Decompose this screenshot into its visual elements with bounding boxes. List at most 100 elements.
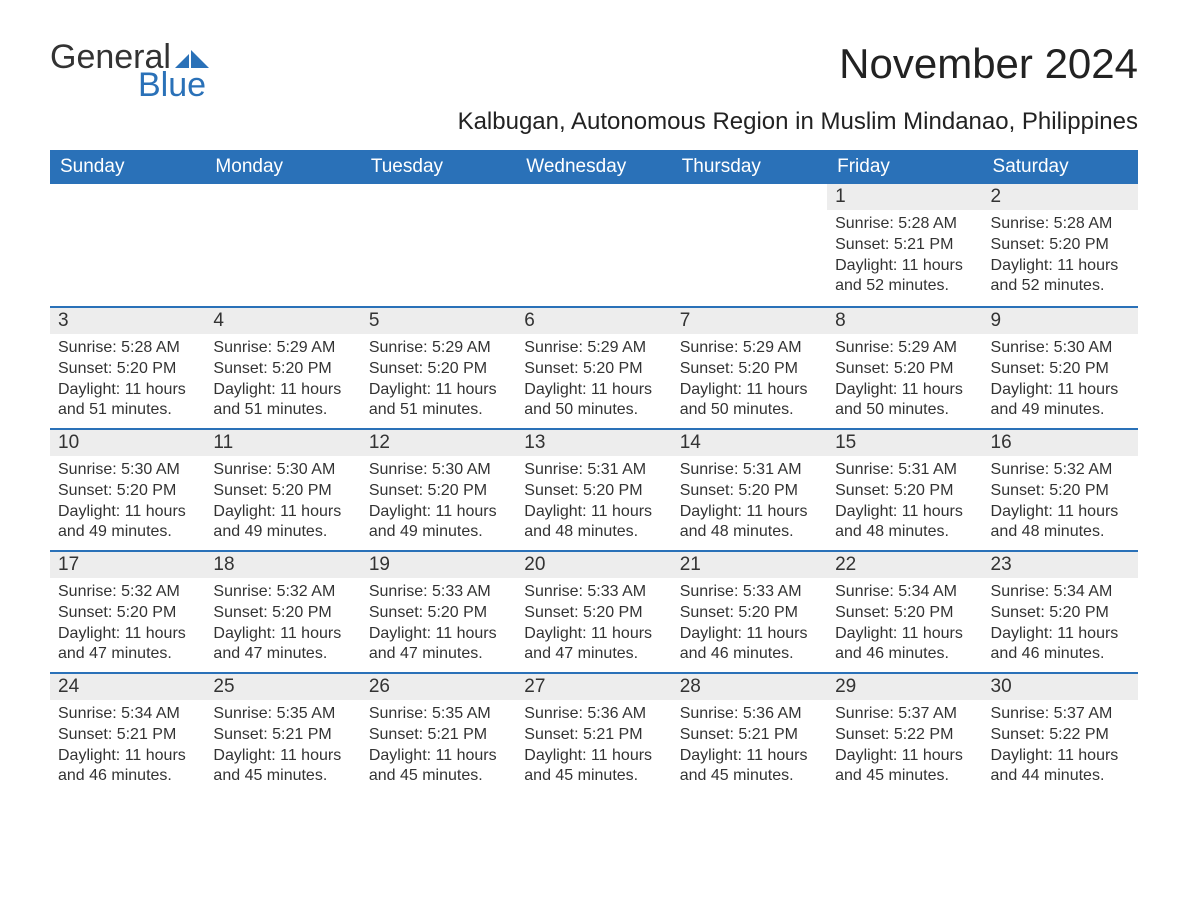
sunrise-line: Sunrise: 5:37 AM [835, 704, 974, 725]
calendar-day-cell: 12Sunrise: 5:30 AMSunset: 5:20 PMDayligh… [361, 428, 516, 550]
logo: General Blue [50, 40, 209, 102]
sunset-line: Sunset: 5:21 PM [680, 725, 819, 746]
daylight-line: Daylight: 11 hours and 46 minutes. [991, 624, 1130, 666]
sunrise-line: Sunrise: 5:32 AM [991, 460, 1130, 481]
calendar-week-row: 10Sunrise: 5:30 AMSunset: 5:20 PMDayligh… [50, 428, 1138, 550]
day-details: Sunrise: 5:29 AMSunset: 5:20 PMDaylight:… [516, 334, 671, 425]
day-number: 1 [827, 184, 982, 210]
sunrise-line: Sunrise: 5:31 AM [524, 460, 663, 481]
calendar-day-cell: 23Sunrise: 5:34 AMSunset: 5:20 PMDayligh… [983, 550, 1138, 672]
day-number: 24 [50, 672, 205, 700]
sunrise-line: Sunrise: 5:37 AM [991, 704, 1130, 725]
calendar-day-cell: 3Sunrise: 5:28 AMSunset: 5:20 PMDaylight… [50, 306, 205, 428]
calendar-empty-cell [672, 184, 827, 306]
day-number: 17 [50, 550, 205, 578]
day-number: 29 [827, 672, 982, 700]
calendar-day-cell: 24Sunrise: 5:34 AMSunset: 5:21 PMDayligh… [50, 672, 205, 794]
daylight-line: Daylight: 11 hours and 52 minutes. [991, 256, 1130, 298]
day-details: Sunrise: 5:37 AMSunset: 5:22 PMDaylight:… [827, 700, 982, 791]
daylight-line: Daylight: 11 hours and 47 minutes. [58, 624, 197, 666]
sunset-line: Sunset: 5:22 PM [835, 725, 974, 746]
day-details: Sunrise: 5:30 AMSunset: 5:20 PMDaylight:… [205, 456, 360, 547]
calendar-empty-cell [361, 184, 516, 306]
sunrise-line: Sunrise: 5:34 AM [58, 704, 197, 725]
day-number: 7 [672, 306, 827, 334]
sunrise-line: Sunrise: 5:28 AM [835, 214, 974, 235]
day-details: Sunrise: 5:28 AMSunset: 5:20 PMDaylight:… [983, 210, 1138, 301]
day-details: Sunrise: 5:29 AMSunset: 5:20 PMDaylight:… [827, 334, 982, 425]
sunrise-line: Sunrise: 5:33 AM [369, 582, 508, 603]
daylight-line: Daylight: 11 hours and 51 minutes. [369, 380, 508, 422]
day-number: 13 [516, 428, 671, 456]
sunset-line: Sunset: 5:20 PM [213, 359, 352, 380]
calendar-day-cell: 20Sunrise: 5:33 AMSunset: 5:20 PMDayligh… [516, 550, 671, 672]
day-details: Sunrise: 5:31 AMSunset: 5:20 PMDaylight:… [672, 456, 827, 547]
day-number: 23 [983, 550, 1138, 578]
sunset-line: Sunset: 5:20 PM [58, 359, 197, 380]
sunset-line: Sunset: 5:20 PM [991, 359, 1130, 380]
calendar-day-cell: 15Sunrise: 5:31 AMSunset: 5:20 PMDayligh… [827, 428, 982, 550]
daylight-line: Daylight: 11 hours and 50 minutes. [680, 380, 819, 422]
calendar-day-cell: 4Sunrise: 5:29 AMSunset: 5:20 PMDaylight… [205, 306, 360, 428]
daylight-line: Daylight: 11 hours and 46 minutes. [680, 624, 819, 666]
sunset-line: Sunset: 5:20 PM [369, 603, 508, 624]
calendar-week-row: 1Sunrise: 5:28 AMSunset: 5:21 PMDaylight… [50, 184, 1138, 306]
calendar-week-row: 17Sunrise: 5:32 AMSunset: 5:20 PMDayligh… [50, 550, 1138, 672]
daylight-line: Daylight: 11 hours and 49 minutes. [991, 380, 1130, 422]
sunset-line: Sunset: 5:21 PM [835, 235, 974, 256]
sunset-line: Sunset: 5:21 PM [213, 725, 352, 746]
sunset-line: Sunset: 5:21 PM [524, 725, 663, 746]
day-number: 22 [827, 550, 982, 578]
sunrise-line: Sunrise: 5:35 AM [369, 704, 508, 725]
calendar-empty-cell [50, 184, 205, 306]
weekday-header-row: SundayMondayTuesdayWednesdayThursdayFrid… [50, 150, 1138, 184]
day-details: Sunrise: 5:33 AMSunset: 5:20 PMDaylight:… [361, 578, 516, 669]
daylight-line: Daylight: 11 hours and 45 minutes. [680, 746, 819, 788]
location-subtitle: Kalbugan, Autonomous Region in Muslim Mi… [50, 108, 1138, 136]
sunset-line: Sunset: 5:20 PM [213, 481, 352, 502]
daylight-line: Daylight: 11 hours and 45 minutes. [524, 746, 663, 788]
daylight-line: Daylight: 11 hours and 49 minutes. [213, 502, 352, 544]
calendar-day-cell: 29Sunrise: 5:37 AMSunset: 5:22 PMDayligh… [827, 672, 982, 794]
sunrise-line: Sunrise: 5:35 AM [213, 704, 352, 725]
daylight-line: Daylight: 11 hours and 47 minutes. [213, 624, 352, 666]
daylight-line: Daylight: 11 hours and 49 minutes. [369, 502, 508, 544]
calendar-day-cell: 25Sunrise: 5:35 AMSunset: 5:21 PMDayligh… [205, 672, 360, 794]
day-details: Sunrise: 5:30 AMSunset: 5:20 PMDaylight:… [361, 456, 516, 547]
sunset-line: Sunset: 5:20 PM [524, 359, 663, 380]
daylight-line: Daylight: 11 hours and 48 minutes. [680, 502, 819, 544]
daylight-line: Daylight: 11 hours and 47 minutes. [524, 624, 663, 666]
day-details: Sunrise: 5:36 AMSunset: 5:21 PMDaylight:… [672, 700, 827, 791]
day-details: Sunrise: 5:29 AMSunset: 5:20 PMDaylight:… [361, 334, 516, 425]
day-details: Sunrise: 5:28 AMSunset: 5:21 PMDaylight:… [827, 210, 982, 301]
calendar-day-cell: 9Sunrise: 5:30 AMSunset: 5:20 PMDaylight… [983, 306, 1138, 428]
day-details: Sunrise: 5:32 AMSunset: 5:20 PMDaylight:… [983, 456, 1138, 547]
sunrise-line: Sunrise: 5:32 AM [58, 582, 197, 603]
day-details: Sunrise: 5:34 AMSunset: 5:21 PMDaylight:… [50, 700, 205, 791]
day-details: Sunrise: 5:35 AMSunset: 5:21 PMDaylight:… [205, 700, 360, 791]
logo-flag-icon [175, 46, 209, 68]
calendar-empty-cell [205, 184, 360, 306]
calendar-empty-cell [516, 184, 671, 306]
day-number: 5 [361, 306, 516, 334]
calendar-day-cell: 18Sunrise: 5:32 AMSunset: 5:20 PMDayligh… [205, 550, 360, 672]
sunrise-line: Sunrise: 5:31 AM [835, 460, 974, 481]
day-number: 25 [205, 672, 360, 700]
sunset-line: Sunset: 5:20 PM [835, 481, 974, 502]
day-number: 19 [361, 550, 516, 578]
sunset-line: Sunset: 5:20 PM [991, 603, 1130, 624]
sunset-line: Sunset: 5:20 PM [680, 603, 819, 624]
day-details: Sunrise: 5:34 AMSunset: 5:20 PMDaylight:… [983, 578, 1138, 669]
day-details: Sunrise: 5:30 AMSunset: 5:20 PMDaylight:… [50, 456, 205, 547]
day-number: 28 [672, 672, 827, 700]
calendar-week-row: 24Sunrise: 5:34 AMSunset: 5:21 PMDayligh… [50, 672, 1138, 794]
sunrise-line: Sunrise: 5:30 AM [58, 460, 197, 481]
daylight-line: Daylight: 11 hours and 45 minutes. [835, 746, 974, 788]
daylight-line: Daylight: 11 hours and 50 minutes. [835, 380, 974, 422]
sunrise-line: Sunrise: 5:34 AM [991, 582, 1130, 603]
calendar-day-cell: 30Sunrise: 5:37 AMSunset: 5:22 PMDayligh… [983, 672, 1138, 794]
daylight-line: Daylight: 11 hours and 47 minutes. [369, 624, 508, 666]
weekday-header: Monday [205, 150, 360, 184]
daylight-line: Daylight: 11 hours and 51 minutes. [58, 380, 197, 422]
sunrise-line: Sunrise: 5:30 AM [369, 460, 508, 481]
